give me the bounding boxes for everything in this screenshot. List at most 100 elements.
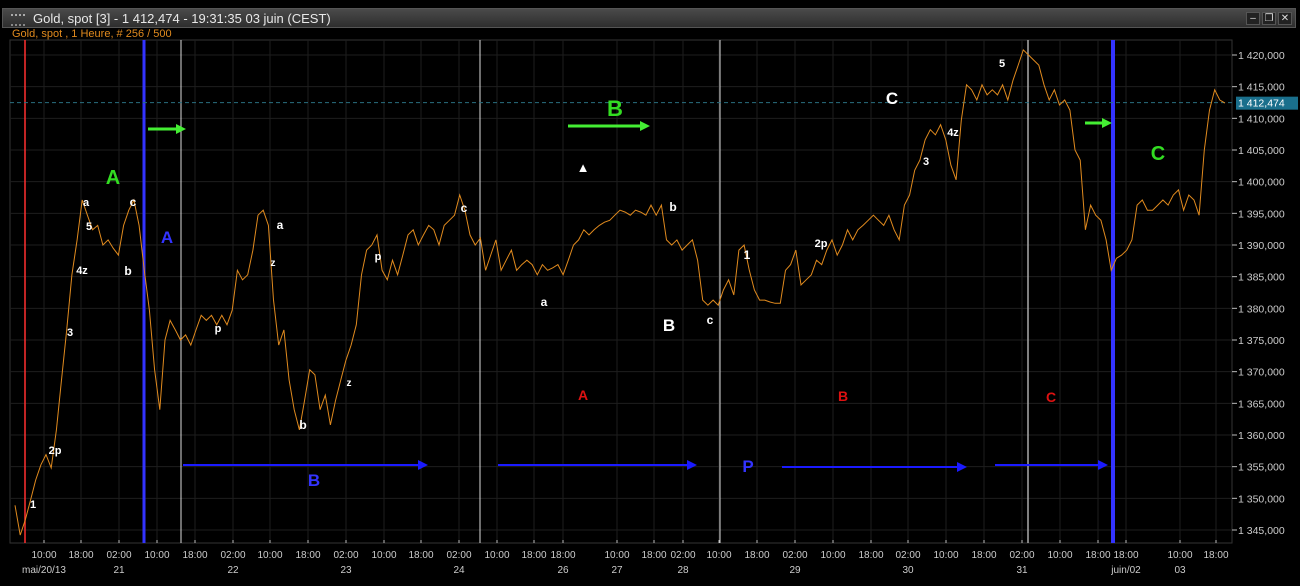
x-time-label: 10:00 — [484, 550, 509, 561]
minimize-button[interactable]: – — [1246, 12, 1260, 25]
x-date-label: 31 — [1016, 565, 1028, 576]
y-tick-label: 1 350,000 — [1238, 493, 1285, 505]
x-time-label: 18:00 — [550, 550, 575, 561]
green-arrow-head — [176, 124, 186, 134]
wave-annotation: a — [83, 197, 90, 209]
x-time-label: 18:00 — [641, 550, 666, 561]
x-time-label: 02:00 — [106, 550, 131, 561]
wave-annotation: 2p — [815, 238, 828, 250]
x-time-label: 02:00 — [782, 550, 807, 561]
wave-annotation: 4z — [76, 265, 88, 277]
wave-annotation: z — [271, 258, 276, 269]
last-price-badge — [1236, 96, 1298, 110]
y-tick-label: 1 370,000 — [1238, 367, 1285, 379]
wave-annotation: A — [578, 387, 588, 403]
x-time-label: 10:00 — [933, 550, 958, 561]
x-date-label: mai/20/13 — [22, 565, 66, 576]
wave-annotation: a — [277, 218, 284, 232]
x-date-label: 29 — [789, 565, 801, 576]
x-time-label: 10:00 — [257, 550, 282, 561]
y-tick-label: 1 360,000 — [1238, 430, 1285, 442]
y-tick-label: 1 415,000 — [1238, 82, 1285, 94]
x-time-label: 10:00 — [604, 550, 629, 561]
wave-annotation: 1 — [744, 248, 751, 262]
wave-annotation: B — [308, 471, 320, 490]
wave-annotation: c — [130, 195, 137, 209]
window-titlebar: Gold, spot [3] - 1 412,474 - 19:31:35 03… — [2, 8, 1296, 28]
wave-annotation: B — [663, 316, 675, 335]
x-time-label: 10:00 — [144, 550, 169, 561]
x-time-label: 18:00 — [295, 550, 320, 561]
x-time-label: 18:00 — [858, 550, 883, 561]
x-time-label: 10:00 — [1167, 550, 1192, 561]
x-time-label: 18:00 — [744, 550, 769, 561]
blue-arrow-head — [687, 460, 697, 470]
x-date-label: 23 — [340, 565, 352, 576]
wave-annotation: 1 — [30, 499, 36, 511]
y-tick-label: 1 355,000 — [1238, 462, 1285, 474]
wave-annotation: c — [461, 201, 468, 215]
wave-annotation: z — [347, 378, 352, 389]
y-tick-label: 1 395,000 — [1238, 208, 1285, 220]
x-time-label: 18:00 — [521, 550, 546, 561]
last-price-label: 1 412,474 — [1238, 98, 1285, 110]
x-date-label: 03 — [1174, 565, 1186, 576]
x-date-label: 26 — [557, 565, 569, 576]
wave-annotation: P — [742, 457, 753, 476]
y-tick-label: 1 345,000 — [1238, 525, 1285, 537]
wave-annotation: ▲ — [577, 160, 590, 175]
green-arrow-head — [1102, 118, 1112, 128]
x-time-label: 02:00 — [895, 550, 920, 561]
wave-annotation: C — [1151, 143, 1165, 165]
wave-annotation: p — [375, 251, 382, 263]
y-tick-label: 1 390,000 — [1238, 240, 1285, 252]
y-tick-label: 1 385,000 — [1238, 272, 1285, 284]
y-tick-label: 1 420,000 — [1238, 50, 1285, 62]
green-arrow-head — [640, 121, 650, 131]
wave-annotation: 4z — [947, 127, 959, 139]
x-date-label: juin/02 — [1110, 565, 1141, 576]
y-tick-label: 1 410,000 — [1238, 113, 1285, 125]
x-time-label: 18:00 — [971, 550, 996, 561]
blue-arrow-head — [957, 462, 967, 472]
x-date-label: 28 — [677, 565, 689, 576]
wave-annotation: a — [541, 295, 548, 309]
x-date-label: 22 — [227, 565, 239, 576]
x-time-label: 02:00 — [1009, 550, 1034, 561]
y-tick-label: 1 375,000 — [1238, 335, 1285, 347]
wave-annotation: C — [886, 89, 898, 108]
x-date-label: 27 — [611, 565, 623, 576]
wave-annotation: B — [838, 388, 848, 404]
wave-annotation: b — [669, 200, 676, 214]
wave-annotation: 5 — [86, 221, 92, 233]
x-time-label: 18:00 — [1085, 550, 1110, 561]
app-icon — [11, 14, 25, 26]
x-time-label: 18:00 — [182, 550, 207, 561]
window-title: Gold, spot [3] - 1 412,474 - 19:31:35 03… — [33, 11, 331, 26]
x-time-label: 02:00 — [446, 550, 471, 561]
y-tick-label: 1 365,000 — [1238, 398, 1285, 410]
x-time-label: 10:00 — [1047, 550, 1072, 561]
wave-annotation: B — [607, 96, 623, 121]
restore-button[interactable]: ❐ — [1262, 12, 1276, 25]
x-time-label: 18:00 — [68, 550, 93, 561]
y-tick-label: 1 405,000 — [1238, 145, 1285, 157]
blue-arrow-head — [1098, 460, 1108, 470]
x-time-label: 10:00 — [706, 550, 731, 561]
wave-annotation: b — [124, 264, 131, 278]
wave-annotation: 3 — [923, 156, 929, 168]
wave-annotation: 2p — [49, 445, 62, 457]
close-button[interactable]: ✕ — [1278, 12, 1292, 25]
wave-annotation: 5 — [999, 58, 1005, 70]
wave-annotation: p — [215, 323, 222, 335]
x-time-label: 02:00 — [333, 550, 358, 561]
x-time-label: 02:00 — [220, 550, 245, 561]
x-time-label: 10:00 — [820, 550, 845, 561]
x-date-label: 24 — [453, 565, 465, 576]
chart-subtitle: Gold, spot , 1 Heure, # 256 / 500 — [12, 28, 172, 40]
x-time-label: 10:00 — [371, 550, 396, 561]
x-time-label: 18:00 — [408, 550, 433, 561]
x-time-label: 18:00 — [1113, 550, 1138, 561]
x-date-label: 21 — [113, 565, 125, 576]
